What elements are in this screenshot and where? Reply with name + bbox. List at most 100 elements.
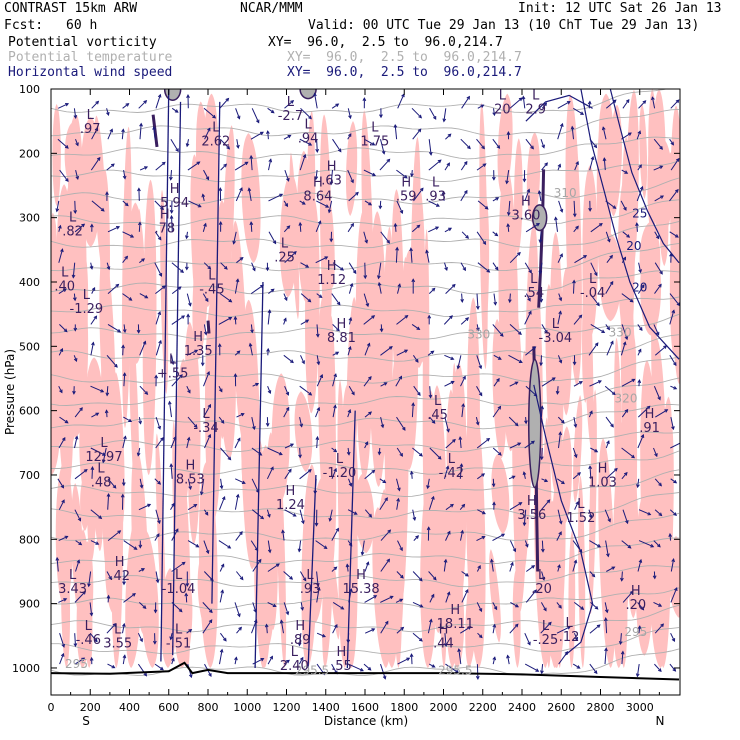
wind-vector-head (450, 503, 454, 508)
wind-vector (57, 103, 69, 109)
pv-low-marker: L (565, 616, 573, 631)
wind-vector-head (409, 247, 413, 252)
wind-vector (316, 324, 319, 337)
wind-vector-head (590, 155, 595, 161)
wind-vector (280, 620, 284, 634)
wind-vector-head (544, 329, 548, 334)
wind-vector (75, 139, 79, 146)
wind-vector-head (237, 613, 241, 618)
wind-vector-head (494, 266, 499, 271)
wind-vector (492, 657, 496, 665)
wind-vector-head (305, 264, 310, 268)
wind-vector (169, 401, 172, 418)
wind-vector-head (137, 221, 142, 226)
wind-vector-head (462, 267, 466, 272)
x-tick-label: 2200 (469, 701, 497, 714)
pv-fill-region (279, 172, 299, 298)
y-tick-label: 1000 (12, 662, 40, 675)
pv-fill-region (54, 356, 76, 441)
wind-vector (283, 571, 293, 580)
wind-vector-head (409, 470, 414, 475)
wind-vector (186, 437, 190, 449)
wind-vector-head (382, 479, 387, 484)
wind-vector-head (325, 204, 330, 208)
wind-vector-head (527, 297, 531, 302)
wind-vector (669, 310, 675, 325)
wind-vector-head (160, 436, 164, 441)
wind-vector (557, 355, 562, 363)
wind-vector-head (575, 500, 579, 505)
wind-vector (155, 94, 161, 109)
wind-vector (476, 163, 486, 171)
wind-vector-head (538, 270, 543, 275)
wind-vector-head (175, 148, 179, 153)
wind-vector (412, 509, 416, 521)
isentrope-line (51, 136, 680, 160)
wind-vector-head (493, 606, 498, 611)
wind-vector (106, 623, 117, 634)
wind-vector-head (352, 270, 357, 275)
wind-vector (122, 103, 129, 109)
wind-vector-head (359, 668, 364, 672)
wind-vector (202, 194, 205, 202)
wind-vector-head (465, 588, 469, 593)
wind-vector (250, 324, 253, 333)
wind-vector-head (443, 643, 448, 648)
pv-extremum-value: 3.55 (103, 636, 132, 651)
wind-vector (653, 386, 661, 400)
field-name-theta: Potential temperature (8, 50, 173, 65)
wind-vector (428, 139, 432, 155)
wind-vector (538, 190, 542, 201)
wind-vector (139, 385, 148, 395)
wind-vector-head (580, 111, 585, 115)
wind-vector (507, 655, 510, 665)
wind-vector-head (640, 284, 645, 289)
wind-vector (123, 170, 126, 179)
wind-vector-head (267, 513, 271, 518)
wind-vector-head (290, 359, 294, 364)
wind-vector (234, 657, 237, 665)
wind-vector (556, 602, 562, 609)
wind-vector (572, 560, 577, 572)
wind-vector-head (217, 343, 222, 348)
wind-vector (670, 158, 680, 171)
pv-extremum-value: .54 (523, 286, 544, 301)
wind-vector-head (384, 620, 389, 625)
wind-vector-head (87, 583, 91, 588)
wind-vector (203, 262, 211, 270)
wind-vector (603, 158, 606, 171)
pv-extremum-value: .93 (300, 582, 321, 597)
model-title: CONTRAST 15km ARW (4, 1, 138, 16)
wind-vector-head (428, 394, 433, 399)
wind-vector-head (228, 298, 233, 303)
wind-vector-head (378, 205, 383, 210)
wind-vector-head (539, 298, 544, 303)
wind-vector-head (541, 144, 545, 149)
wind-vector (203, 324, 207, 335)
wind-vector (540, 293, 542, 302)
wind-vector (638, 509, 651, 516)
wind-vector (540, 355, 542, 366)
y-tick-label: 300 (19, 212, 40, 225)
wind-vector (460, 138, 471, 149)
wind-vector (636, 131, 641, 140)
wind-vector (461, 571, 469, 577)
wind-vector (348, 283, 353, 294)
y-tick-label: 600 (19, 405, 40, 418)
wind-vector-head (335, 103, 340, 108)
wind-vector-head (566, 626, 571, 630)
wind-vector (428, 200, 440, 207)
wind-vector (621, 378, 635, 387)
wind-vector-head (329, 181, 334, 186)
wind-vector-head (492, 623, 497, 628)
y-tick-label: 700 (19, 469, 40, 482)
wind-vector (170, 436, 177, 449)
wind-vector-head (515, 604, 520, 608)
wind-vector (74, 657, 85, 665)
wind-vector-head (539, 456, 544, 461)
wind-vector-head (446, 591, 451, 596)
wind-vector (298, 540, 302, 552)
wind-vector (460, 161, 468, 171)
wind-vector-head (73, 115, 78, 120)
wind-vector-head (266, 347, 270, 352)
